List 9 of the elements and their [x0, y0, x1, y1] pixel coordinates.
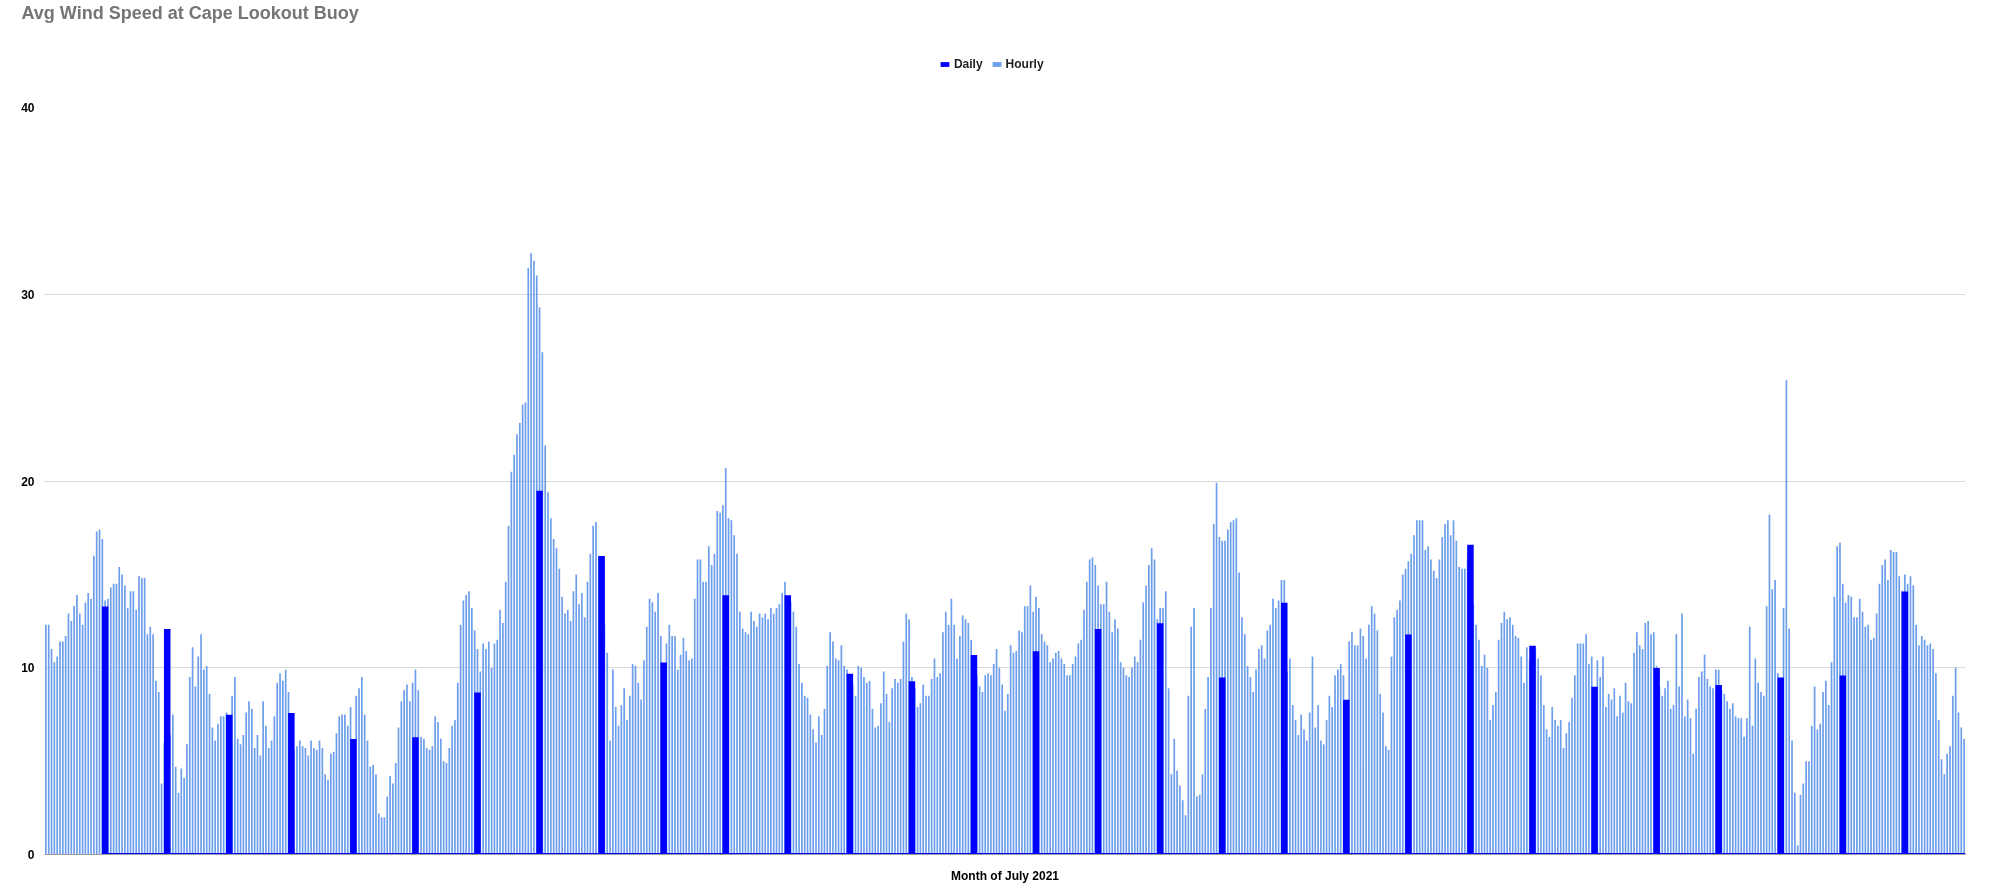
y-tick-label: 30	[21, 287, 35, 302]
y-tick-label: 10	[21, 661, 35, 676]
chart-title: Avg Wind Speed at Cape Lookout Buoy	[21, 2, 359, 23]
x-axis-title: Month of July 2021	[950, 868, 1060, 883]
legend-label: Daily	[953, 57, 983, 71]
y-tick-label: 40	[21, 101, 35, 115]
legend-label: Hourly	[1005, 57, 1044, 71]
y-tick-label: 0	[27, 848, 35, 862]
y-tick-label: 20	[21, 474, 35, 489]
